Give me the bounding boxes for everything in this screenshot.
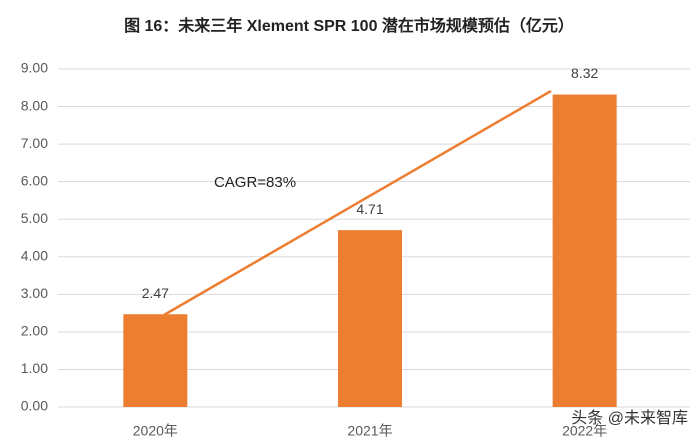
bar (552, 94, 617, 407)
x-tick-label: 2020年 (133, 423, 178, 439)
y-tick-label: 9.00 (21, 60, 48, 76)
y-tick-label: 5.00 (21, 210, 48, 226)
data-label: 4.71 (356, 201, 383, 217)
annotation: CAGR=83% (214, 174, 296, 191)
trend-line (163, 89, 552, 317)
bar (123, 314, 188, 407)
bar (338, 230, 402, 407)
data-label: 8.32 (571, 65, 598, 81)
y-tick-label: 6.00 (21, 172, 48, 188)
data-label: 2.47 (142, 285, 169, 301)
y-tick-label: 4.00 (21, 247, 48, 263)
y-tick-label: 1.00 (21, 360, 48, 376)
y-tick-label: 7.00 (21, 135, 48, 151)
x-tick-label: 2021年 (347, 423, 392, 439)
watermark: 头条 @未来智库 (571, 409, 688, 427)
x-tick-label: 2022年 (562, 423, 607, 439)
y-tick-label: 0.00 (21, 398, 48, 414)
y-tick-label: 3.00 (21, 285, 48, 301)
y-tick-label: 2.00 (21, 323, 48, 339)
chart-title: 图 16：未来三年 Xlement SPR 100 潜在市场规模预估（亿元） (124, 16, 574, 35)
y-tick-label: 8.00 (21, 97, 48, 113)
